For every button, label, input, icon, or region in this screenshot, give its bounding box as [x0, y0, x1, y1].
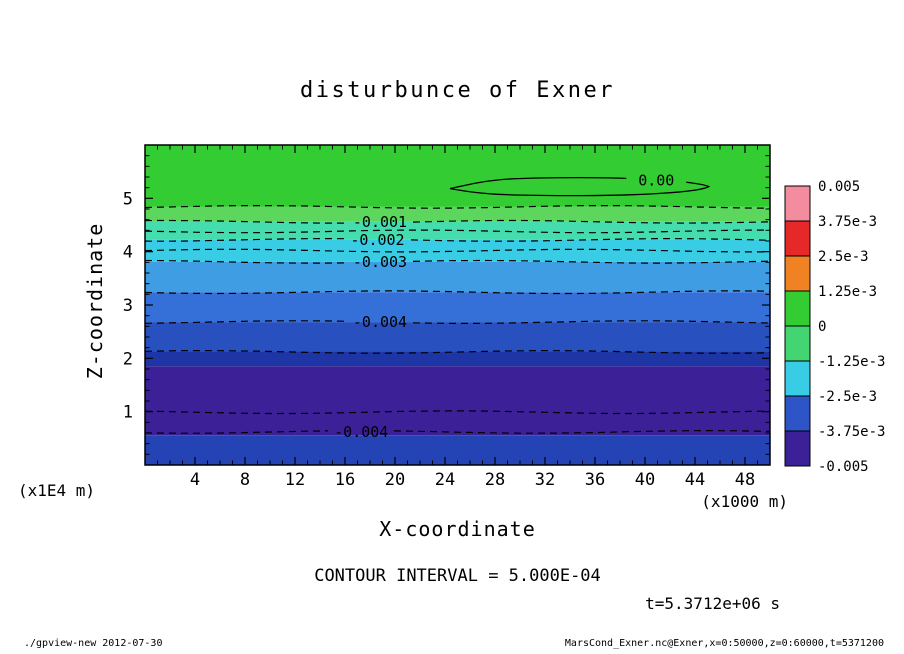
z-tick-label: 1: [123, 403, 133, 423]
tone-band: [145, 261, 770, 293]
contour-line: [393, 429, 771, 434]
colorbar-label: 2.5e-3: [818, 249, 869, 265]
contour-label: -0.001: [353, 213, 407, 231]
x-tick-label: 48: [735, 470, 755, 490]
tone-band: [145, 322, 770, 352]
contour-line: [144, 205, 771, 209]
zero-contour: [449, 176, 711, 197]
z-tick-label: 2: [123, 349, 133, 369]
contour-line: [144, 290, 771, 295]
contour-label: -0.002: [350, 231, 404, 249]
contour-line: [144, 410, 771, 415]
z-tick-label: 3: [123, 296, 133, 316]
contour-line: [144, 320, 348, 324]
z-tick-label: 4: [123, 243, 133, 263]
colorbar-cell: [784, 360, 811, 397]
footer-program-date: ./gpview-new 2012-07-30: [24, 638, 163, 649]
contour-label: -0.004: [334, 423, 388, 441]
x-tick-label: 4: [190, 470, 200, 490]
contour-line: [144, 229, 770, 234]
tone-band: [145, 366, 770, 436]
x-tick-label: 32: [535, 470, 555, 490]
contour-line: [412, 219, 771, 224]
y-axis-unit: (x1E4 m): [18, 481, 96, 500]
time-text: t=5.3712e+06 s: [645, 594, 780, 613]
tone-band: [145, 206, 770, 222]
contour-label: -0.003: [353, 253, 407, 271]
x-axis-unit: (x1000 m): [701, 492, 788, 511]
x-tick-label: 24: [435, 470, 455, 490]
tone-band: [145, 351, 770, 367]
colorbar-label: 0: [818, 319, 826, 335]
x-tick-label: 40: [635, 470, 655, 490]
colorbar-label: -2.5e-3: [818, 389, 877, 405]
tone-band: [145, 292, 770, 323]
page-title: disturbunce of Exner: [300, 78, 615, 103]
contour-line: [412, 320, 771, 325]
contour-line: [145, 237, 345, 242]
x-tick-label: 20: [385, 470, 405, 490]
colorbar-cell: [784, 325, 811, 362]
contour-line: [410, 237, 771, 242]
z-tick-label: 5: [123, 189, 133, 209]
x-tick-label: 12: [285, 470, 305, 490]
contour-line: [412, 259, 771, 264]
colorbar-cell: [784, 430, 811, 467]
colorbar-cell: [784, 290, 811, 327]
x-tick-label: 44: [685, 470, 705, 490]
colorbar-cell: [784, 185, 811, 222]
zero-contour-label-bg: [626, 171, 687, 190]
colorbar-cell: [784, 255, 811, 292]
footer-file-info: MarsCond_Exner.nc@Exner,x=0:50000,z=0:60…: [564, 638, 884, 649]
contour-label: 0.00: [638, 172, 674, 190]
contour-interval-text: CONTOUR INTERVAL = 5.000E-04: [314, 566, 601, 586]
colorbar-label: -3.75e-3: [818, 424, 885, 440]
x-axis-label: X-coordinate: [379, 517, 536, 541]
colorbar-label: -0.005: [818, 459, 869, 475]
colorbar-cell: [784, 395, 811, 432]
x-tick-label: 28: [485, 470, 505, 490]
colorbar-label: 1.25e-3: [818, 284, 877, 300]
colorbar-label: 3.75e-3: [818, 214, 877, 230]
colorbar-label: -1.25e-3: [818, 354, 885, 370]
colorbar-cell: [784, 220, 811, 257]
colorbar-label: 0.005: [818, 179, 860, 195]
tone-band: [145, 435, 770, 465]
contour-line: [144, 259, 348, 264]
contour-line: [144, 430, 328, 434]
contour-line: [144, 349, 771, 354]
x-tick-label: 36: [585, 470, 605, 490]
contour-line: [144, 219, 347, 224]
contour-label: -0.004: [353, 313, 407, 331]
x-tick-label: 16: [335, 470, 355, 490]
contour-line: [144, 248, 771, 253]
x-tick-label: 8: [240, 470, 250, 490]
